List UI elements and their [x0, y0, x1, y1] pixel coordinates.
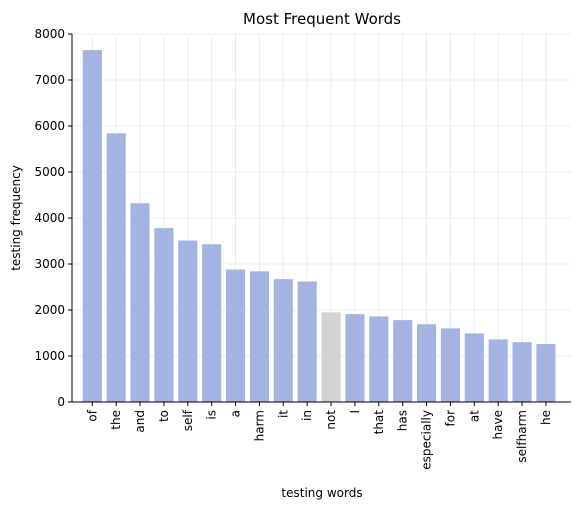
y-axis-title: testing frequency [9, 165, 23, 271]
bar-to [154, 228, 174, 402]
x-tick-label: of [85, 409, 99, 421]
bar-that [369, 316, 389, 402]
x-tick-label: self [181, 409, 195, 431]
bar-it [273, 279, 293, 402]
bar-has [393, 320, 413, 402]
y-tick-label: 6000 [34, 119, 65, 133]
bar-a [225, 269, 246, 402]
y-tick-label: 1000 [34, 349, 65, 363]
x-tick-label: that [372, 410, 386, 435]
y-tick-label: 7000 [34, 73, 65, 87]
bar-is [202, 244, 222, 402]
x-tick-label: in [300, 410, 314, 421]
chart-title: Most Frequent Words [243, 10, 401, 28]
y-tick-label: 2000 [34, 303, 65, 317]
x-tick-label: to [157, 410, 171, 422]
x-tick-label: not [324, 410, 338, 430]
x-tick-label: harm [252, 410, 266, 441]
bar-i [345, 314, 365, 402]
x-axis-title: testing words [281, 486, 362, 500]
x-tick-label: has [396, 410, 410, 431]
x-tick-label: especially [420, 410, 434, 470]
bar-the [106, 133, 126, 403]
bar-he [536, 344, 556, 402]
x-tick-label: at [467, 410, 481, 422]
bar-selfharm [512, 342, 532, 402]
bar-harm [249, 271, 269, 402]
x-tick-label: is [205, 410, 219, 420]
bar-in [297, 281, 317, 402]
bar-at [464, 333, 484, 402]
y-tick-label: 3000 [34, 257, 65, 271]
bar-have [488, 339, 508, 402]
y-tick-label: 4000 [34, 211, 65, 225]
x-tick-label: the [109, 410, 123, 430]
y-tick-label: 0 [57, 395, 65, 409]
x-tick-label: I [348, 410, 362, 414]
y-tick-label: 8000 [34, 27, 65, 41]
bar-of [82, 50, 102, 402]
x-tick-label: selfharm [515, 410, 529, 463]
bar-and [130, 203, 150, 402]
y-ticks: 0 1000 2000 3000 4000 5000 6000 7000 8000 [34, 27, 72, 409]
bar-self [178, 240, 198, 402]
x-tick-label: it [276, 410, 290, 418]
bar-not [321, 312, 341, 402]
bars [82, 50, 556, 403]
bar-for [440, 328, 460, 402]
y-tick-label: 5000 [34, 165, 65, 179]
x-tick-label: for [443, 410, 457, 427]
x-tick-label: and [133, 410, 147, 433]
x-tick-label: he [539, 410, 553, 425]
bar-especially [417, 324, 437, 402]
x-tick-label: a [229, 410, 243, 417]
x-tick-label: have [491, 410, 505, 439]
